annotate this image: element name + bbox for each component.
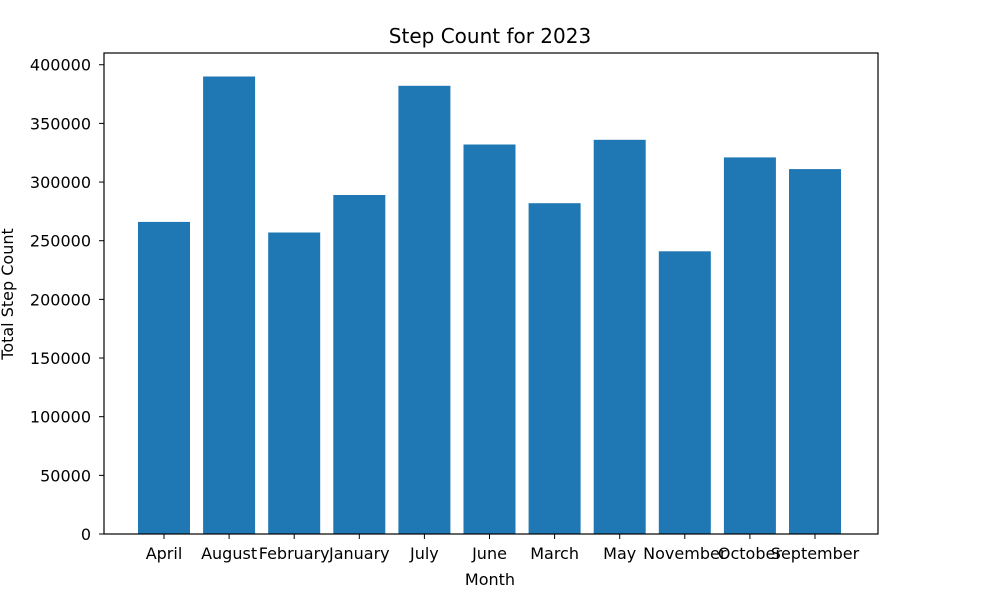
y-axis: 0 50000 100000 150000 200000 250000 300000 3500… [30,56,104,544]
y-axis-label: Total Step Count [0,228,17,360]
y-tick-label: 250000 [30,232,91,251]
chart-title: Step Count for 2023 [389,24,591,48]
bar-may [593,139,646,535]
bar-august [203,76,256,534]
y-tick-label: 100000 [30,408,91,427]
bar-october [723,157,776,534]
bar-january [333,195,386,534]
x-tick-label-june: June [471,544,507,563]
bars-group [138,76,841,535]
bar-july [398,85,451,535]
bar-september [789,169,841,534]
y-tick-label: 350000 [30,114,91,133]
x-tick-label-july: July [409,544,439,563]
x-tick-label-march: March [530,544,579,563]
x-tick-label-september: September [771,544,860,563]
y-tick-label: 400000 [30,56,91,75]
y-tick-label: 0 [81,525,91,544]
x-tick-label-january: January [328,544,390,563]
y-tick-label: 300000 [30,173,91,192]
bar-april [138,221,190,534]
x-tick-label-october: October [718,544,782,563]
y-tick-label: 150000 [30,349,91,368]
x-axis: April August February January July June March M… [146,534,860,563]
x-tick-label-april: April [146,544,183,563]
x-tick-label-august: August [201,544,257,563]
x-tick-label-november: November [643,544,727,563]
bar-february [268,232,321,534]
x-tick-label-may: May [603,544,636,563]
y-tick-label: 50000 [40,466,91,485]
x-tick-label-february: February [259,544,330,563]
plot-frame [103,52,879,535]
bar-november [658,251,711,535]
bar-june [463,144,516,534]
x-axis-label: Month [465,570,515,589]
y-tick-label: 200000 [30,290,91,309]
bar-march [528,203,581,534]
